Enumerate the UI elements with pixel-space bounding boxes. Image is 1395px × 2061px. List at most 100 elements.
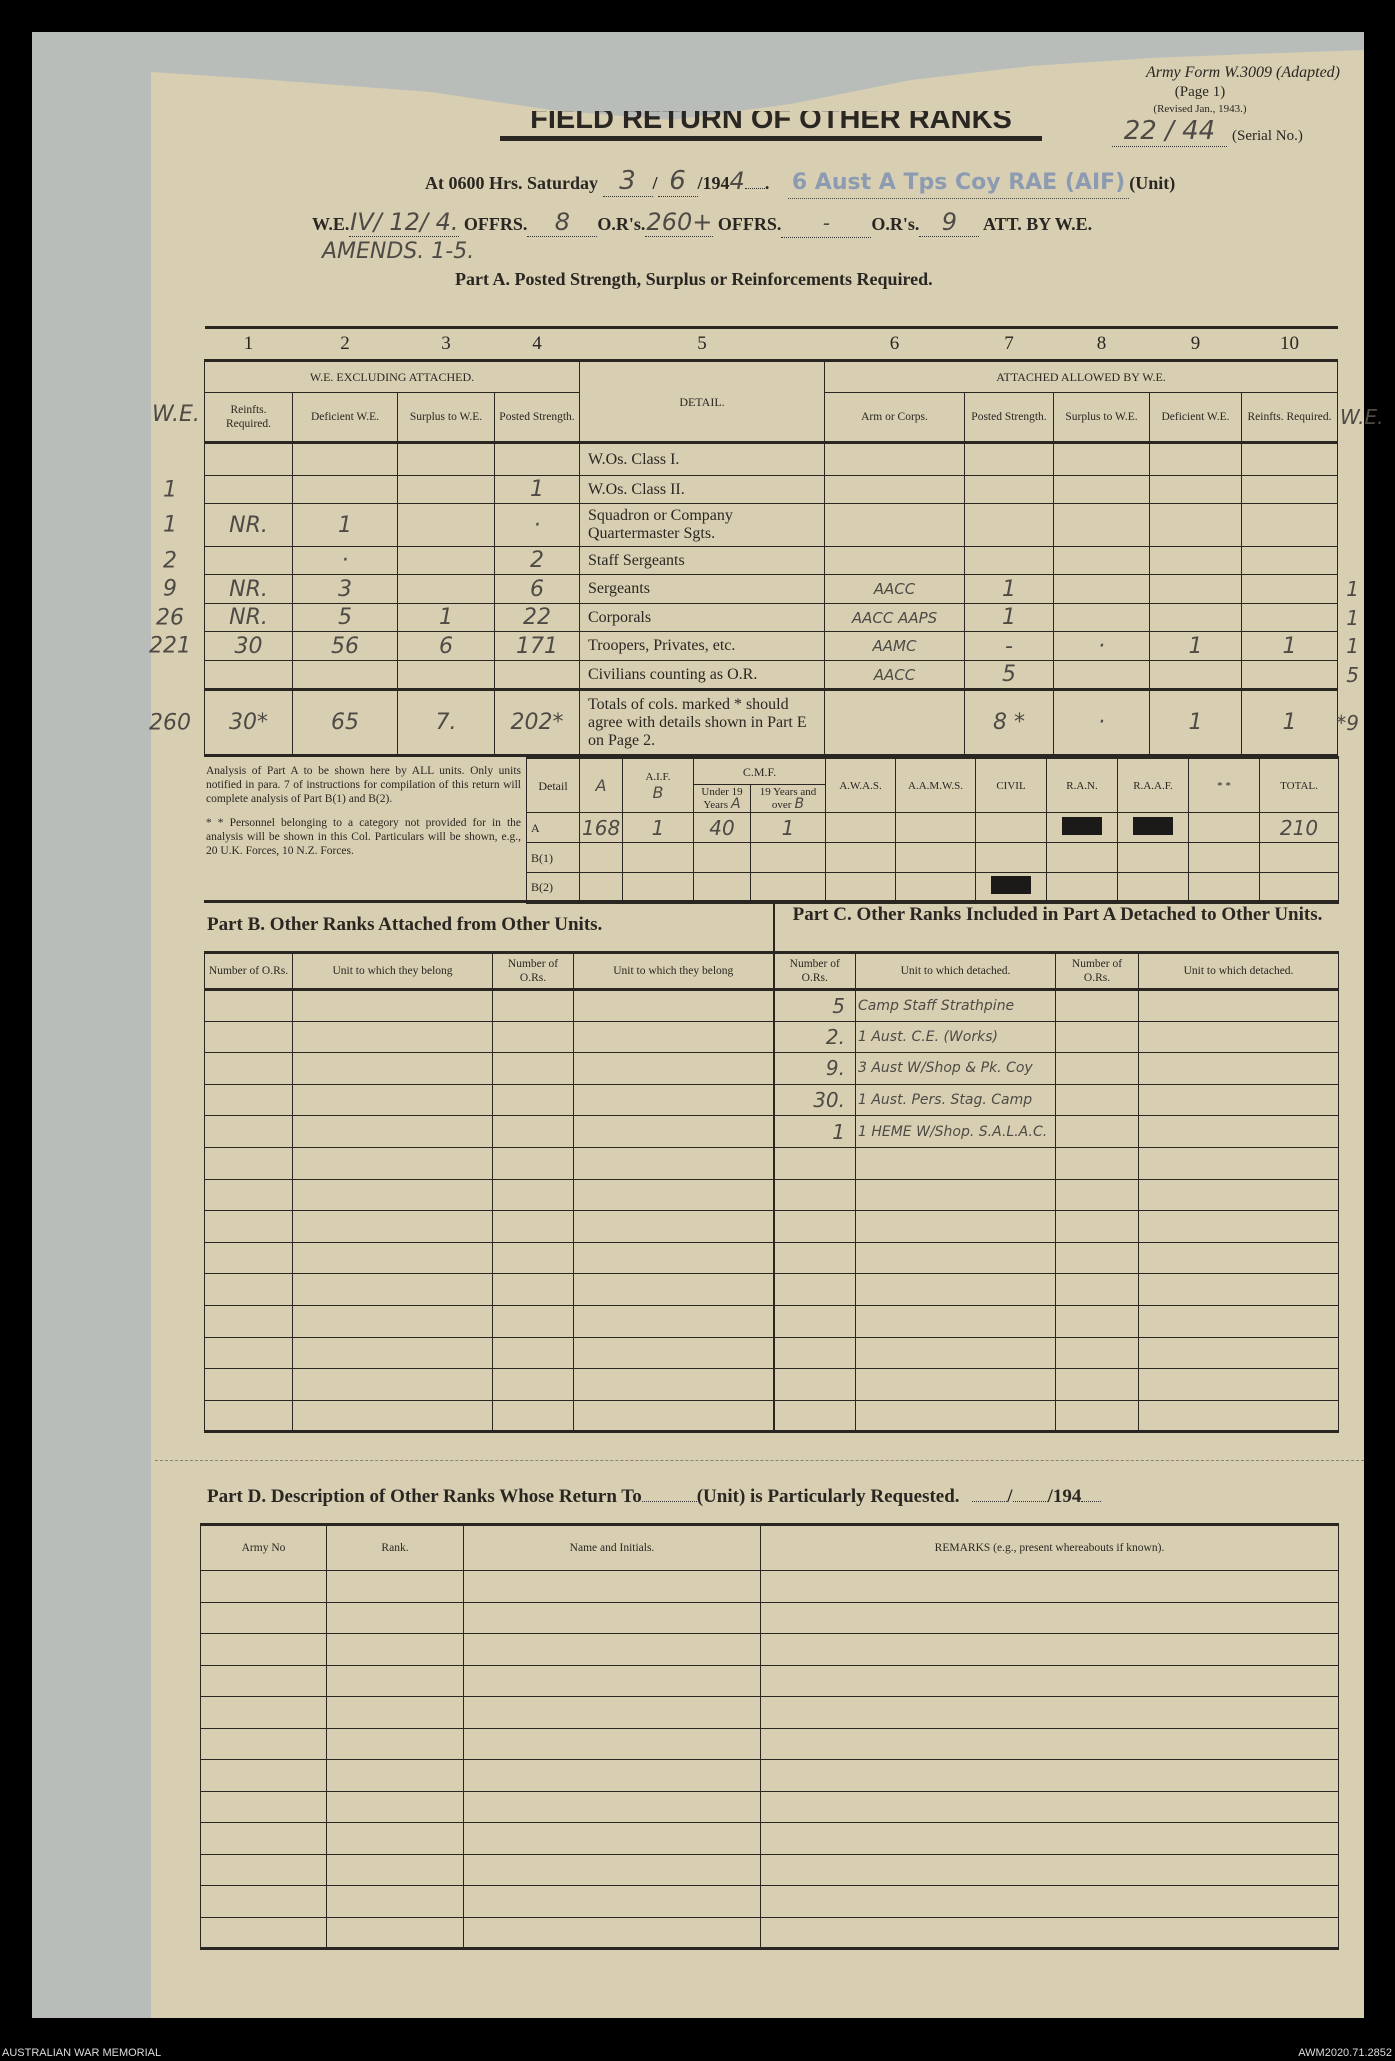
row-value: 1	[964, 603, 1054, 632]
table-row	[204, 1241, 1339, 1275]
row-value	[397, 660, 495, 690]
margin-right-value: 1	[1346, 605, 1359, 630]
analysis-header: A.W.A.S.	[839, 779, 882, 792]
table-row	[200, 1790, 1339, 1823]
row-value	[1241, 503, 1338, 547]
empty-cell	[492, 1210, 574, 1243]
row-detail: Totals of cols. marked * should agree wi…	[579, 689, 825, 756]
analysis-value	[579, 842, 623, 873]
empty-cell	[1138, 1020, 1339, 1054]
row-value	[1053, 442, 1150, 476]
analysis-header: TOTAL.	[1280, 779, 1318, 792]
row-value: 1	[397, 603, 495, 632]
empty-cell	[1138, 1336, 1339, 1370]
empty-cell	[1055, 1115, 1139, 1148]
empty-cell	[855, 1178, 1056, 1212]
row-value	[292, 475, 398, 504]
empty-cell	[326, 1916, 464, 1949]
row-value: NR. 1	[163, 503, 293, 547]
empty-cell	[200, 1822, 327, 1855]
row-value: 56	[292, 631, 398, 661]
analysis-value: 168	[579, 812, 623, 843]
empty-cell	[772, 1210, 856, 1243]
row-value: ·	[1053, 689, 1150, 756]
row-value	[292, 660, 398, 690]
redaction-block	[1062, 816, 1103, 835]
analysis-value	[1188, 872, 1261, 903]
row-value	[397, 574, 495, 604]
analysis-header: CIVIL	[996, 779, 1026, 792]
table-row	[204, 1178, 1339, 1212]
empty-cell	[326, 1664, 464, 1697]
empty-cell	[760, 1885, 1339, 1918]
empty-cell	[573, 1083, 774, 1117]
analysis-value	[825, 842, 897, 873]
analysis-header: * *	[1217, 779, 1231, 792]
empty-cell	[772, 1399, 856, 1433]
empty-cell	[760, 1601, 1339, 1634]
part-c-unit: Camp Staff Strathpine	[855, 989, 1056, 1022]
analysis-value	[1046, 812, 1119, 843]
row-value: NR. 26	[156, 603, 293, 632]
row-value: 5	[964, 660, 1054, 690]
offrs-value: 8	[527, 209, 598, 237]
empty-cell	[492, 1304, 574, 1338]
analysis-value	[579, 872, 623, 903]
analysis-value	[749, 842, 827, 873]
empty-cell	[760, 1696, 1339, 1729]
row-value: ·	[494, 503, 580, 547]
column-number: 6	[824, 327, 965, 361]
column-number: 4	[494, 327, 580, 361]
margin-left-value: 221	[149, 633, 191, 659]
column-number: 1	[204, 327, 293, 361]
empty-cell	[326, 1727, 464, 1760]
empty-cell	[463, 1570, 761, 1603]
empty-cell	[463, 1633, 761, 1666]
row-value: AACC	[824, 574, 965, 604]
table-row	[200, 1664, 1339, 1697]
row-value	[494, 442, 580, 476]
date-year-print: /194	[697, 173, 730, 193]
empty-cell	[1055, 1178, 1139, 1212]
empty-cell	[463, 1696, 761, 1729]
part-c-header: Number of O.Rs.	[772, 952, 856, 990]
row-value: 5	[1241, 660, 1359, 690]
row-detail: W.Os. Class II.	[579, 475, 825, 504]
header-annotation: A	[595, 775, 607, 795]
empty-cell	[204, 1083, 293, 1117]
empty-cell	[492, 1052, 574, 1085]
group-we-excluding: W.E. EXCLUDING ATTACHED.	[204, 360, 580, 393]
row-value	[1053, 660, 1150, 690]
empty-cell	[200, 1664, 327, 1697]
empty-cell	[204, 1368, 293, 1401]
table-row	[200, 1885, 1339, 1918]
empty-cell	[760, 1822, 1339, 1855]
we-value: IV/ 12/ 4.	[349, 208, 460, 237]
table-row	[200, 1759, 1339, 1792]
analysis-value: 1	[622, 812, 694, 843]
column-number: 2	[292, 327, 398, 361]
analysis-header: R.A.A.F.	[1133, 779, 1173, 792]
sub-header: Surplus to W.E.	[1053, 392, 1150, 443]
analysis-note: Analysis of Part A to be shown here by A…	[206, 764, 521, 858]
sub-header: Deficient W.E.	[292, 392, 398, 443]
column-number: 3	[397, 327, 495, 361]
detail-label: Detail	[526, 757, 580, 813]
part-c-number: 2.	[772, 1020, 856, 1054]
analysis-value	[895, 812, 977, 843]
margin-right-value: 1	[1346, 634, 1359, 658]
empty-cell	[200, 1885, 327, 1918]
empty-cell	[204, 989, 293, 1022]
part-a-title: Part A. Posted Strength, Surplus or Rein…	[455, 269, 933, 289]
empty-cell	[492, 1399, 574, 1433]
row-value	[397, 442, 495, 476]
empty-cell	[463, 1916, 761, 1949]
analysis-row: B(2)	[526, 872, 1340, 903]
empty-cell	[204, 1273, 293, 1306]
footer-left: AUSTRALIAN WAR MEMORIAL	[2, 2047, 162, 2059]
empty-cell	[855, 1210, 1056, 1243]
row-value: 1	[1149, 631, 1242, 661]
empty-cell	[204, 1210, 293, 1243]
empty-cell	[326, 1853, 464, 1886]
table-row	[200, 1570, 1339, 1603]
